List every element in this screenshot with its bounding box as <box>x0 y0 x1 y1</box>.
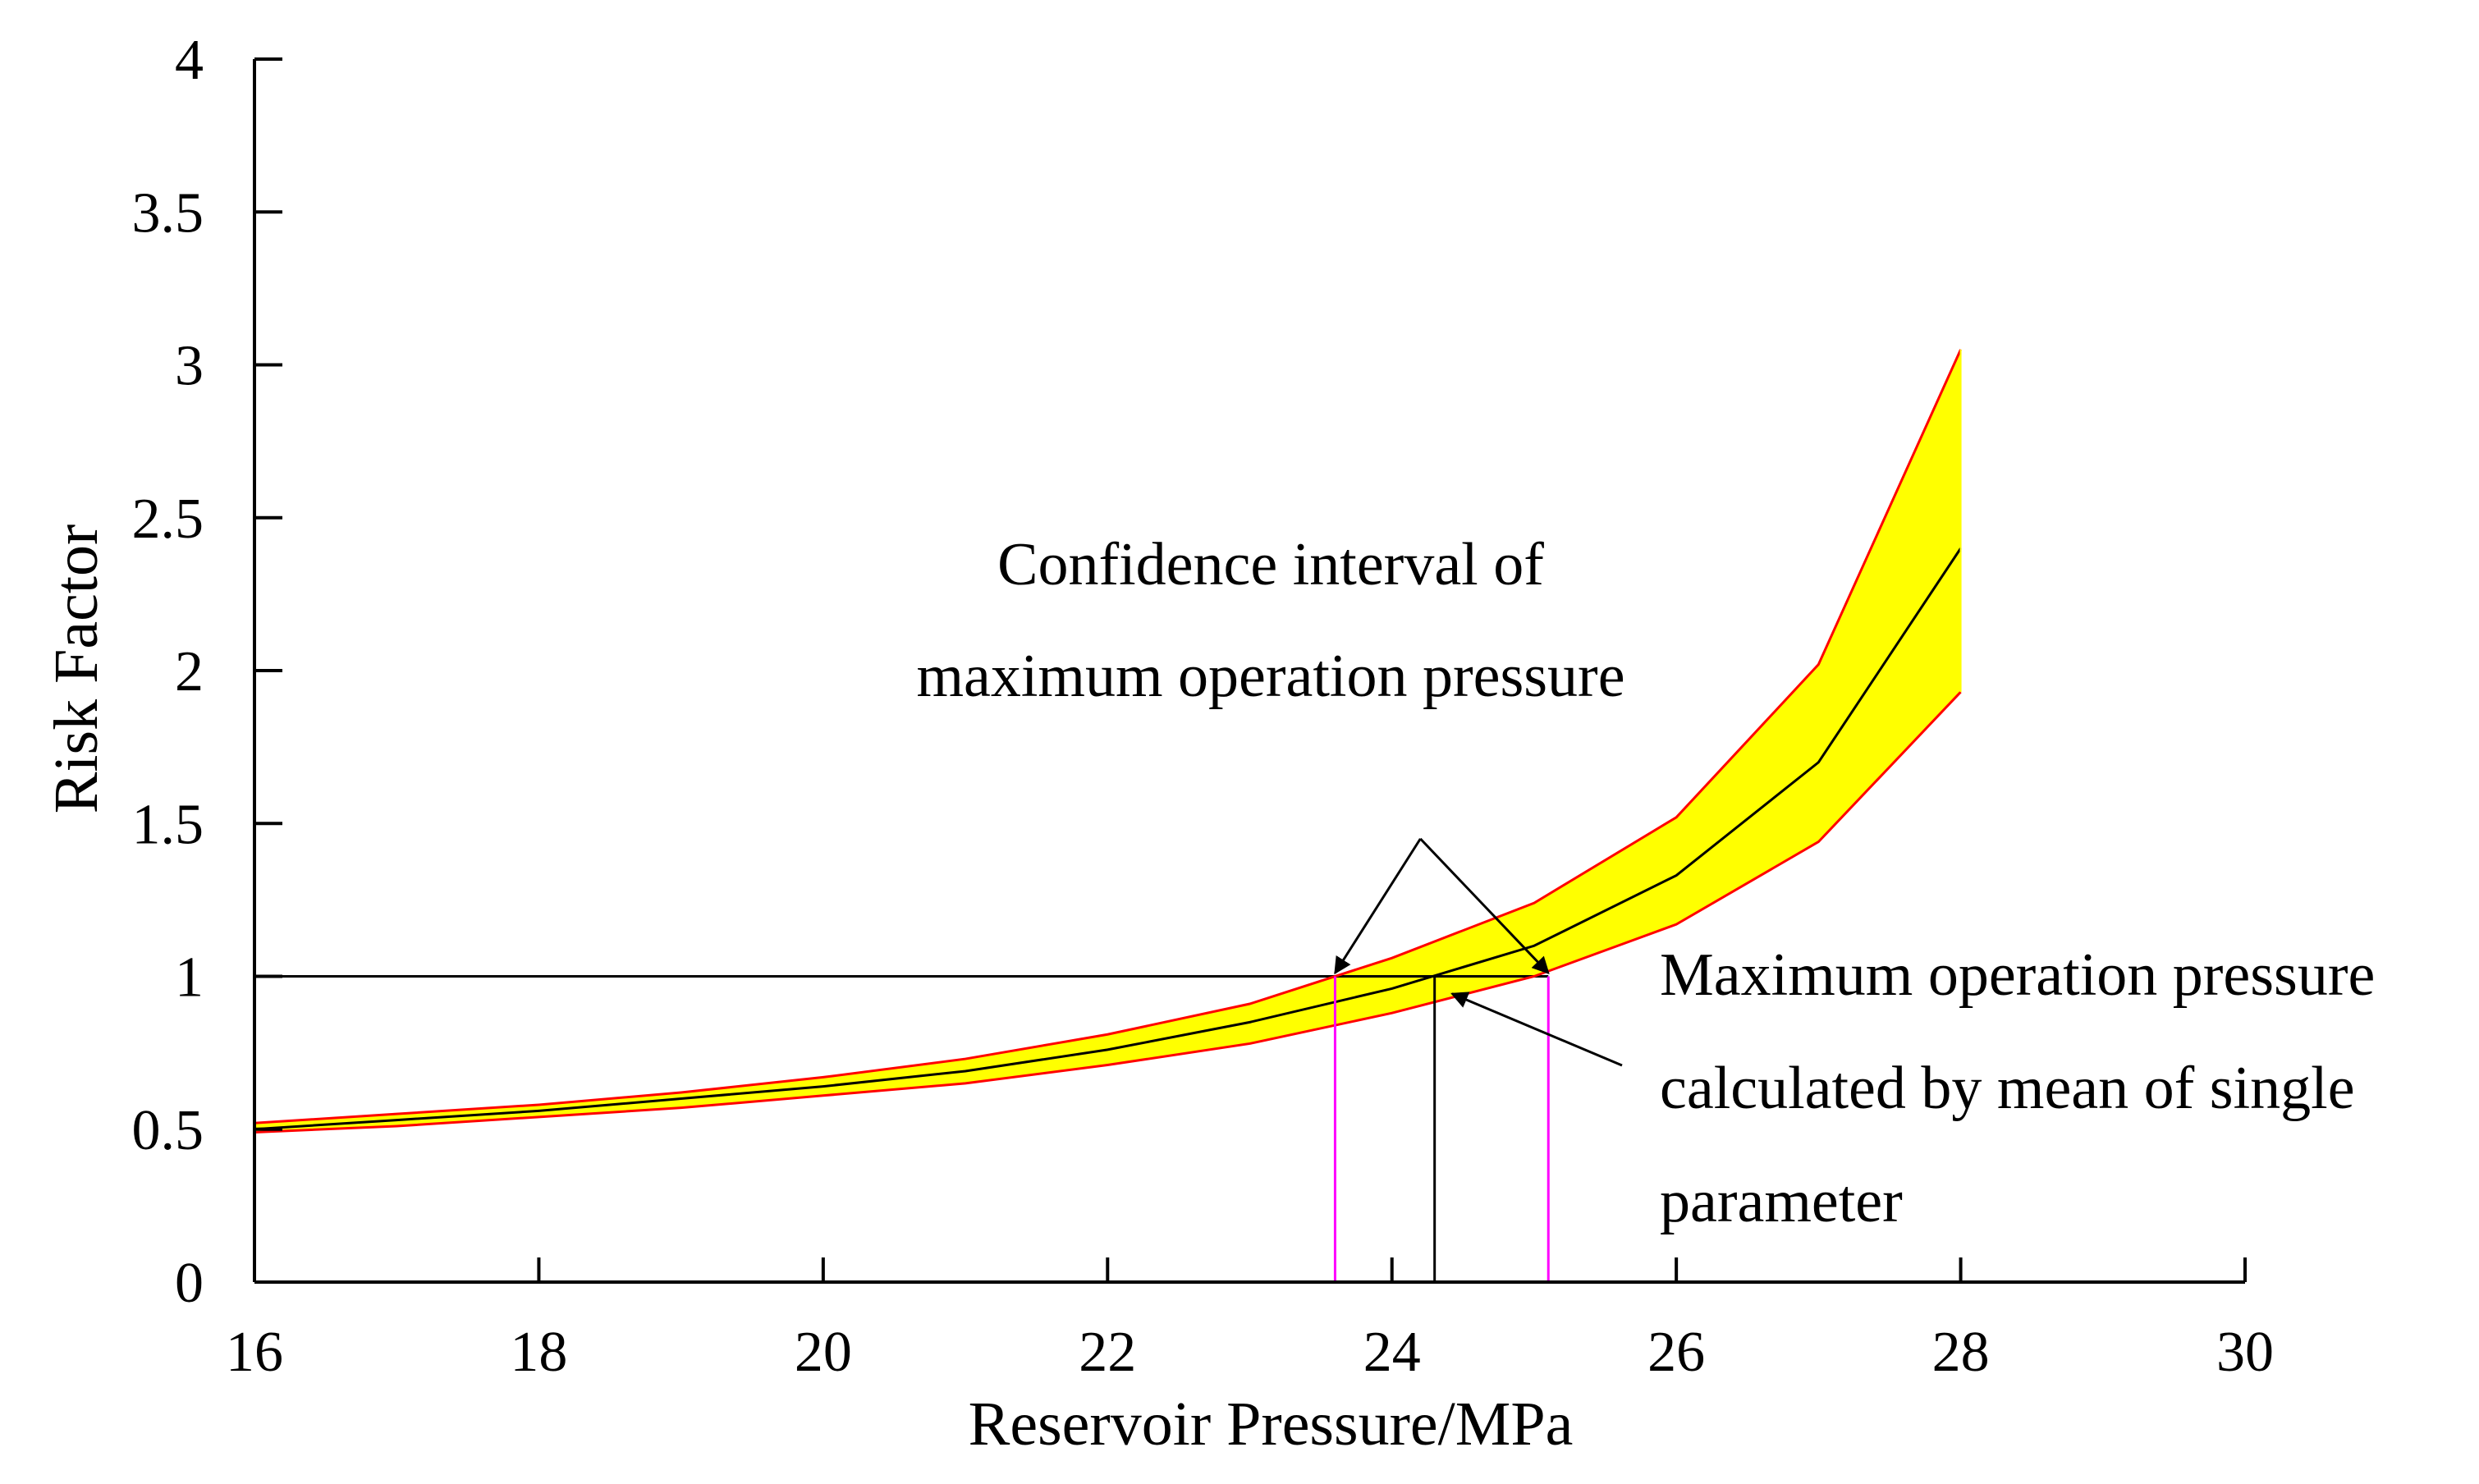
y-tick-label: 2.5 <box>132 488 204 551</box>
upper-bound-line <box>254 349 1962 1124</box>
y-tick-label: 1.5 <box>132 793 204 856</box>
x-tick-label: 26 <box>1647 1321 1705 1384</box>
y-tick-label: 0.5 <box>132 1099 204 1162</box>
x-tick-label: 20 <box>795 1321 852 1384</box>
y-tick-label: 3 <box>175 335 204 398</box>
max-pressure-arrow <box>1450 992 1623 1067</box>
y-tick-label: 4 <box>175 29 204 92</box>
axes-layer: 0 0.5 1 1.5 2 2.5 3 3.5 4 16 18 20 22 24 26 28 30 <box>132 29 2275 1384</box>
confidence-interval-label: maximum operation pressure <box>916 643 1624 710</box>
x-tick-label: 22 <box>1079 1321 1136 1384</box>
mean-line <box>254 547 1962 1131</box>
x-tick-label: 18 <box>510 1321 567 1384</box>
y-tick-label: 3.5 <box>132 181 204 245</box>
confidence-interval-label: Confidence interval of <box>997 531 1544 598</box>
confidence-interval-arrow <box>1334 838 1422 975</box>
confidence-band-layer <box>254 349 1961 1133</box>
annotations-layer: Confidence interval of maximum operation … <box>916 531 2375 1235</box>
vertical-markers-layer <box>1333 976 1550 1282</box>
y-tick-label: 0 <box>175 1252 204 1315</box>
series-lines-layer <box>254 349 1962 1134</box>
y-axis-label: Risk Factor <box>42 524 111 814</box>
y-tick-label: 2 <box>175 640 204 703</box>
lower-bound-line <box>254 691 1962 1134</box>
confidence-band <box>254 349 1961 1133</box>
x-axis-label: Reservoir Pressure/MPa <box>969 1390 1574 1459</box>
x-tick-label: 16 <box>226 1321 283 1384</box>
max-pressure-label: parameter <box>1660 1168 1903 1235</box>
x-tick-label: 24 <box>1363 1321 1421 1384</box>
max-pressure-label: Maximum operation pressure <box>1660 941 2375 1009</box>
confidence-interval-arrow <box>1419 837 1550 975</box>
max-pressure-label: calculated by mean of single <box>1660 1055 2355 1122</box>
x-tick-label: 28 <box>1932 1321 1990 1384</box>
x-tick-label: 30 <box>2216 1321 2274 1384</box>
y-tick-label: 1 <box>175 946 204 1010</box>
